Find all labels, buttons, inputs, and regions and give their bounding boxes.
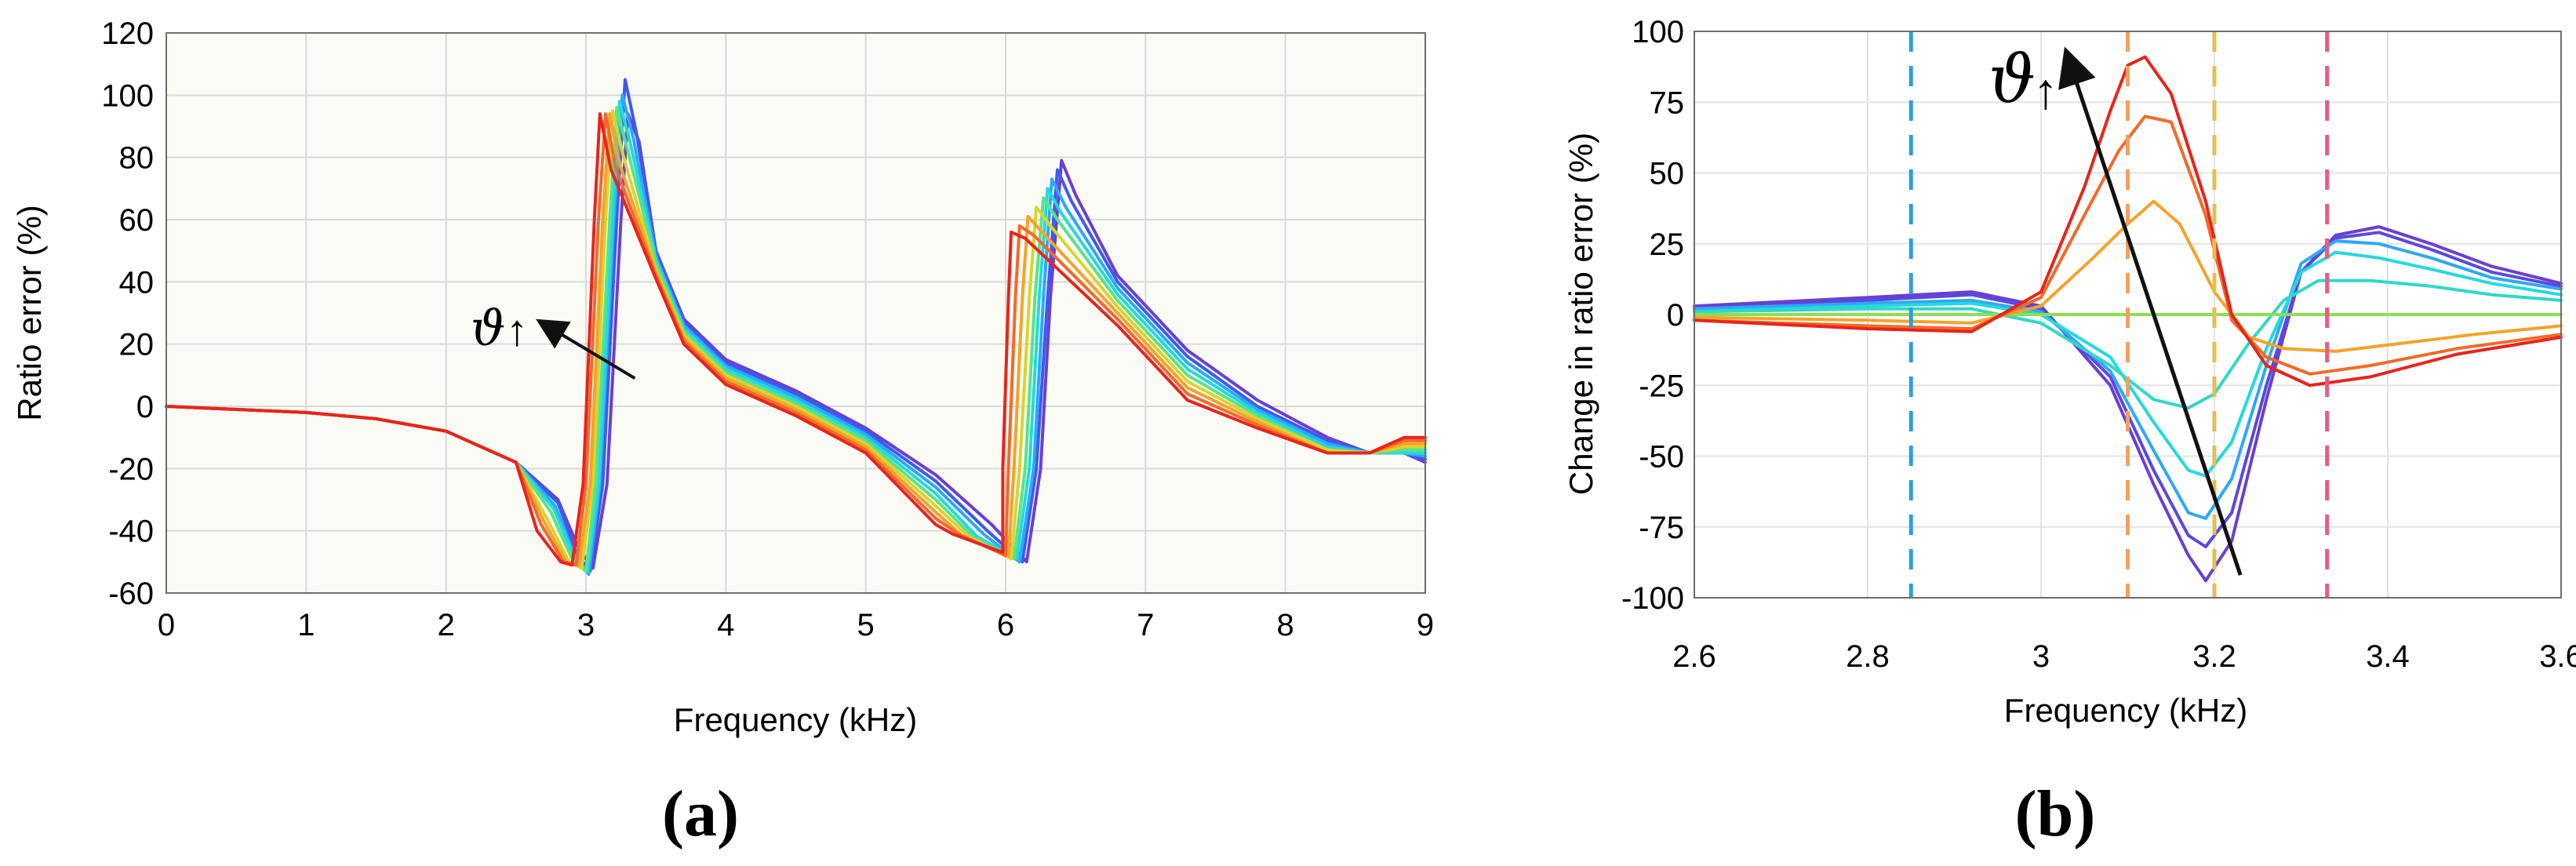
theta-arrow-a [536,318,636,380]
y-tick-label: 20 [119,328,155,362]
x-tick-label: 2.6 [1672,639,1716,674]
x-axis-label-b: Frequency (kHz) [2004,692,2247,729]
x-tick-label: 9 [1417,608,1434,642]
x-tick-label: 4 [717,608,734,642]
x-tick-label: 2.8 [1846,639,1890,674]
x-ticks-a: 0 1 2 3 4 5 6 7 8 9 [158,608,1434,642]
x-tick-label: 6 [997,608,1014,642]
panel-caption-b: (b) [2015,777,2096,850]
x-tick-label: 3.4 [2366,639,2410,674]
x-ticks-b: 2.6 2.8 3 3.2 3.4 3.6 [1672,639,2576,674]
series-line-theta-4 [165,100,1427,573]
theta-up-arrow-a: ↑ [506,305,528,355]
series-line-theta-7 [165,112,1427,567]
plot-frame-b [1694,31,2562,599]
x-tick-label: 3.2 [2192,639,2236,674]
panel-caption-a: (a) [662,777,739,850]
y-tick-label: 50 [1650,157,1685,191]
y-tick-label: 0 [136,390,154,424]
x-tick-label: 8 [1277,608,1294,642]
y-tick-label: 100 [101,78,154,113]
theta-symbol-a: ϑ [471,300,505,357]
x-tick-label: 0 [158,608,175,642]
x-tick-label: 3 [577,608,595,642]
theta-symbol-b: ϑ [1988,41,2036,118]
series-group-a [165,78,1427,577]
theta-annotation-a: ϑ ↑ [471,300,636,380]
series-line-theta-1 [1693,225,2563,583]
y-tick-label: -75 [1639,511,1684,545]
x-tick-label: 3.6 [2539,639,2576,674]
x-tick-label: 7 [1137,608,1154,642]
theta-annotation-b: ϑ ↑ [1988,41,2243,576]
series-line-theta-8 [165,112,1427,567]
y-tick-label: 80 [119,141,155,176]
series-line-theta-2 [1693,231,2563,548]
y-tick-label: -20 [108,452,154,486]
y-tick-label: 40 [119,265,155,300]
reference-lines-b [1908,31,2330,598]
x-tick-label: 1 [297,608,315,642]
chart-panel-a: 0 1 2 3 4 5 6 7 8 9 -60 -40 -20 0 20 40 60 80 100 120 Freq… [11,16,1434,850]
y-axis-label-a: Ratio error (%) [11,205,48,420]
y-tick-label: 60 [119,203,155,238]
x-axis-label-a: Frequency (kHz) [674,701,917,738]
series-line-theta-4 [1693,250,2563,478]
y-tick-label: 100 [1632,15,1684,49]
y-tick-label: -50 [1639,440,1684,475]
x-tick-label: 3 [2032,639,2050,674]
y-ticks-b: -100 -75 -50 -25 0 25 50 75 100 [1621,15,1684,616]
y-tick-label: 120 [101,16,154,51]
series-line-theta-6 [165,109,1427,570]
y-tick-label: -60 [108,577,154,611]
plot-frame-a [166,32,1426,594]
theta-arrow-b [2058,46,2243,576]
series-line-theta-3 [1693,239,2563,520]
y-axis-label-b: Change in ratio error (%) [1563,133,1599,495]
y-tick-label: 75 [1650,86,1685,120]
series-line-theta-9 [165,112,1427,567]
plot-area-a [166,33,1425,593]
y-tick-label: 25 [1650,227,1685,262]
y-ticks-a: -60 -40 -20 0 20 40 60 80 100 120 [101,16,154,611]
x-tick-label: 2 [438,608,455,642]
theta-up-arrow-b: ↑ [2033,63,2058,119]
series-line-theta-9 [1693,55,2563,388]
x-tick-label: 5 [857,608,875,642]
chart-panel-b: 2.6 2.8 3 3.2 3.4 3.6 -100 -75 -50 -25 0 25 50 75 100… [1563,15,2576,850]
y-tick-label: 0 [1667,298,1684,333]
series-line-theta-5 [165,106,1427,573]
series-line-theta-1 [165,112,1427,570]
y-tick-label: -40 [108,515,154,549]
y-tick-label: -100 [1621,581,1684,616]
series-line-theta-3 [165,93,1427,577]
series-line-theta-2 [165,78,1427,573]
y-tick-label: -25 [1639,369,1684,403]
